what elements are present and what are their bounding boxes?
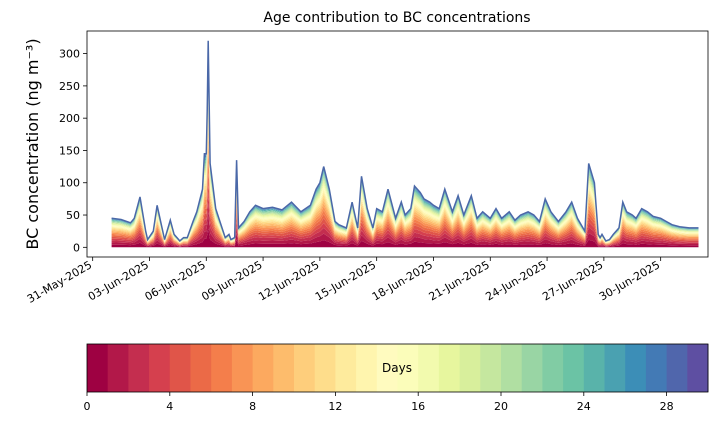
- y-tick-label: 250: [59, 80, 80, 93]
- colorbar-cell-0: [87, 344, 109, 392]
- colorbar-cell-7: [231, 344, 254, 392]
- x-tick-label: 06-Jun-2025: [143, 258, 208, 303]
- colorbar-tick-label: 28: [660, 400, 674, 413]
- colorbar: Days 0 4 8 12 16 20 24 28: [84, 343, 709, 413]
- colorbar-cell-22: [542, 344, 564, 392]
- x-tick-label: 03-Jun-2025: [86, 258, 151, 303]
- colorbar-cell-5: [190, 344, 212, 392]
- x-tick-label: 18-Jun-2025: [370, 258, 435, 303]
- colorbar-cell-21: [521, 344, 543, 392]
- colorbar-cell-24: [583, 344, 605, 392]
- colorbar-cell-26: [625, 344, 647, 392]
- x-tick-label: 15-Jun-2025: [313, 258, 378, 303]
- x-tick-label: 09-Jun-2025: [199, 258, 264, 303]
- colorbar-cell-10: [294, 344, 316, 392]
- age-band-day-11: [111, 112, 699, 244]
- age-band-day-2: [111, 197, 699, 247]
- colorbar-cell-27: [645, 344, 668, 392]
- colorbar-cell-19: [480, 344, 502, 392]
- age-band-day-4: [111, 172, 699, 246]
- colorbar-cell-2: [128, 344, 150, 392]
- y-tick-label: 50: [66, 209, 80, 222]
- colorbar-tick-label: 24: [577, 400, 591, 413]
- x-axis-ticks: 31-May-202503-Jun-202506-Jun-202509-Jun-…: [25, 257, 662, 306]
- colorbar-tick-label: 0: [84, 400, 91, 413]
- age-band-day-14: [111, 93, 699, 243]
- age-band-day-17: [111, 77, 699, 243]
- colorbar-label: Days: [382, 361, 412, 375]
- y-tick-label: 150: [59, 144, 80, 157]
- colorbar-cell-12: [335, 344, 357, 392]
- colorbar-tick-label: 12: [328, 400, 342, 413]
- axes-frame: [86, 30, 709, 258]
- x-tick-label: 21-Jun-2025: [427, 258, 492, 303]
- age-band-day-15: [111, 88, 699, 243]
- colorbar-cell-4: [169, 344, 191, 392]
- y-axis-ticks: 0 50 100 150 200 250 300: [59, 48, 87, 254]
- age-band-day-7: [111, 143, 699, 245]
- age-band-day-12: [111, 105, 699, 244]
- age-band-day-9: [111, 126, 699, 244]
- colorbar-cells: [87, 344, 709, 392]
- y-tick-label: 200: [59, 112, 80, 125]
- colorbar-cell-13: [356, 344, 378, 392]
- age-bands: [111, 40, 699, 248]
- age-band-day-1: [111, 212, 699, 247]
- colorbar-cell-1: [107, 344, 129, 392]
- colorbar-cell-23: [563, 344, 585, 392]
- colorbar-cell-3: [149, 344, 171, 392]
- colorbar-cell-25: [604, 344, 626, 392]
- age-band-day-3: [111, 185, 699, 246]
- colorbar-cell-16: [418, 344, 440, 392]
- colorbar-cell-29: [687, 344, 709, 392]
- x-tick-label: 12-Jun-2025: [256, 258, 321, 303]
- colorbar-cell-28: [666, 344, 688, 392]
- plot-area: 0 50 100 150 200 250 300 31-May-202503-Jun-202…: [23, 10, 709, 306]
- age-band-day-8: [111, 134, 699, 245]
- y-axis-label: BC concentration (ng m⁻³): [23, 38, 42, 249]
- total-bc-line: [111, 40, 699, 242]
- colorbar-cell-9: [273, 344, 295, 392]
- colorbar-ticks: 0 4 8 12 16 20 24 28: [84, 392, 674, 413]
- age-band-day-10: [111, 119, 699, 244]
- age-band-day-0: [111, 228, 699, 248]
- colorbar-cell-17: [438, 344, 461, 392]
- x-tick-label: 27-Jun-2025: [540, 258, 605, 303]
- colorbar-tick-label: 20: [494, 400, 508, 413]
- x-tick-label: 31-May-2025: [25, 258, 94, 306]
- colorbar-tick-label: 4: [166, 400, 173, 413]
- x-tick-label: 24-Jun-2025: [483, 258, 548, 303]
- y-tick-label: 100: [59, 177, 80, 190]
- colorbar-tick-label: 16: [411, 400, 425, 413]
- y-tick-label: 0: [73, 241, 80, 254]
- colorbar-cell-15: [397, 344, 419, 392]
- colorbar-cell-8: [252, 344, 274, 392]
- colorbar-cell-20: [501, 344, 523, 392]
- x-tick-label: 30-Jun-2025: [597, 258, 662, 303]
- y-tick-label: 300: [59, 48, 80, 61]
- colorbar-cell-18: [459, 344, 481, 392]
- colorbar-cell-11: [314, 344, 336, 392]
- colorbar-tick-label: 8: [249, 400, 256, 413]
- chart-title: Age contribution to BC concentrations: [263, 10, 530, 26]
- age-band-day-6: [111, 152, 699, 245]
- colorbar-frame: [86, 343, 709, 393]
- colorbar-cell-14: [376, 344, 398, 392]
- age-band-day-5: [111, 162, 699, 245]
- age-band-day-16: [111, 83, 699, 243]
- age-band-day-13: [111, 99, 699, 243]
- colorbar-cell-6: [211, 344, 233, 392]
